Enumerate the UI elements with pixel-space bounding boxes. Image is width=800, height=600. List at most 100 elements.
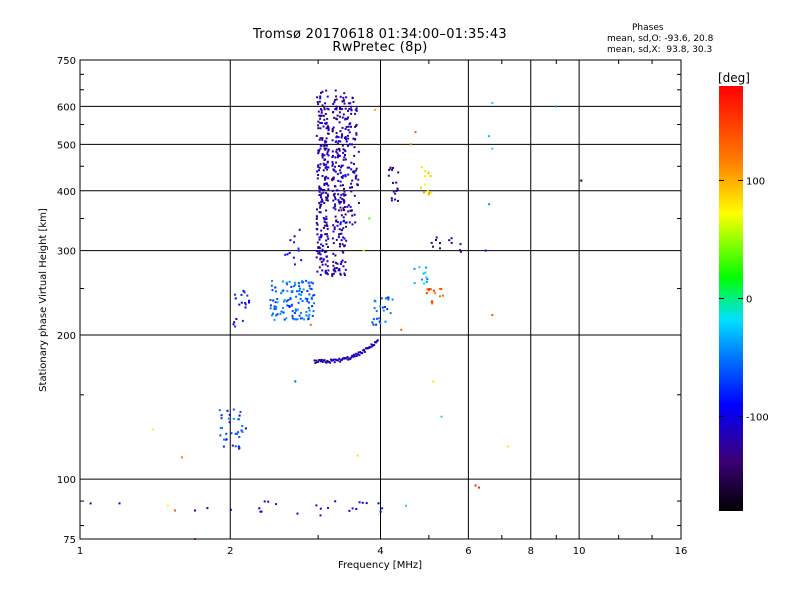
data-point (327, 154, 330, 157)
data-point (424, 266, 427, 269)
data-point (316, 177, 319, 180)
data-point (337, 236, 340, 239)
data-point (354, 221, 357, 224)
data-point (389, 167, 392, 170)
data-point (283, 318, 286, 321)
data-point (344, 154, 346, 156)
data-point (320, 111, 323, 114)
data-point (318, 194, 321, 196)
data-point (325, 122, 328, 125)
data-point (331, 128, 334, 130)
data-point (422, 272, 425, 275)
data-point (280, 310, 283, 313)
x-tick-label: 2 (227, 546, 233, 557)
data-point (341, 100, 344, 103)
data-point (329, 361, 332, 364)
data-point (342, 265, 345, 268)
data-point (320, 114, 323, 117)
data-point (332, 230, 335, 233)
data-point (335, 261, 337, 264)
data-point (289, 297, 292, 299)
data-point (332, 242, 335, 245)
data-point (309, 287, 312, 290)
x-tick-label: 10 (573, 546, 586, 557)
data-point (334, 170, 337, 173)
data-point (315, 134, 318, 137)
data-point (357, 150, 360, 153)
data-point (353, 171, 356, 174)
data-point (325, 196, 327, 199)
data-point (345, 239, 348, 242)
data-point (320, 236, 323, 239)
data-point (342, 184, 344, 187)
data-point (333, 185, 336, 188)
data-point (336, 173, 339, 176)
data-point (332, 252, 335, 255)
data-point (240, 293, 243, 296)
data-point (323, 183, 326, 186)
data-point (313, 302, 315, 305)
data-point (308, 313, 311, 316)
data-point (335, 161, 338, 164)
data-point (326, 227, 329, 230)
data-point (258, 507, 261, 510)
data-point (319, 273, 322, 276)
data-point (423, 183, 426, 186)
data-point (335, 150, 338, 153)
data-point (350, 182, 353, 185)
data-point (375, 323, 378, 326)
data-point (379, 510, 382, 513)
data-point (294, 309, 297, 312)
data-point (320, 109, 323, 112)
data-point (395, 181, 398, 184)
data-point (324, 144, 327, 147)
data-point (324, 148, 327, 151)
data-point (432, 245, 434, 248)
data-point (352, 355, 354, 358)
data-point (353, 138, 356, 140)
data-point (334, 500, 337, 503)
data-point (347, 102, 350, 105)
colorbar-tick-label: 0 (746, 295, 752, 306)
data-point (319, 194, 322, 197)
data-point (283, 299, 286, 301)
data-point (333, 169, 336, 172)
data-point (320, 203, 323, 206)
data-point (285, 300, 288, 303)
data-point (332, 358, 335, 361)
data-point (337, 359, 340, 362)
data-point (331, 179, 334, 182)
data-point (275, 503, 278, 506)
data-point (347, 358, 350, 361)
data-point (319, 95, 322, 98)
data-point (303, 318, 306, 321)
data-point (338, 111, 341, 114)
data-point (341, 126, 344, 129)
data-point (306, 300, 309, 303)
data-point (325, 163, 328, 166)
data-point (350, 161, 353, 164)
data-point (326, 153, 329, 156)
data-point (288, 280, 291, 283)
data-point (343, 156, 346, 159)
data-point (238, 436, 241, 438)
data-point (316, 101, 319, 104)
data-point (289, 298, 292, 301)
data-point (228, 413, 231, 416)
data-point (342, 148, 345, 151)
data-point (391, 298, 394, 301)
data-point (320, 243, 323, 246)
data-point (327, 269, 330, 272)
data-point (327, 108, 330, 111)
data-point (371, 321, 374, 324)
data-point (418, 266, 421, 269)
data-point (325, 233, 328, 236)
data-point (414, 131, 417, 134)
data-point (327, 507, 329, 509)
data-point (326, 199, 329, 202)
data-point (318, 238, 321, 241)
data-point (379, 321, 382, 324)
data-point (396, 187, 399, 190)
data-point (413, 282, 416, 285)
data-point (361, 501, 364, 504)
